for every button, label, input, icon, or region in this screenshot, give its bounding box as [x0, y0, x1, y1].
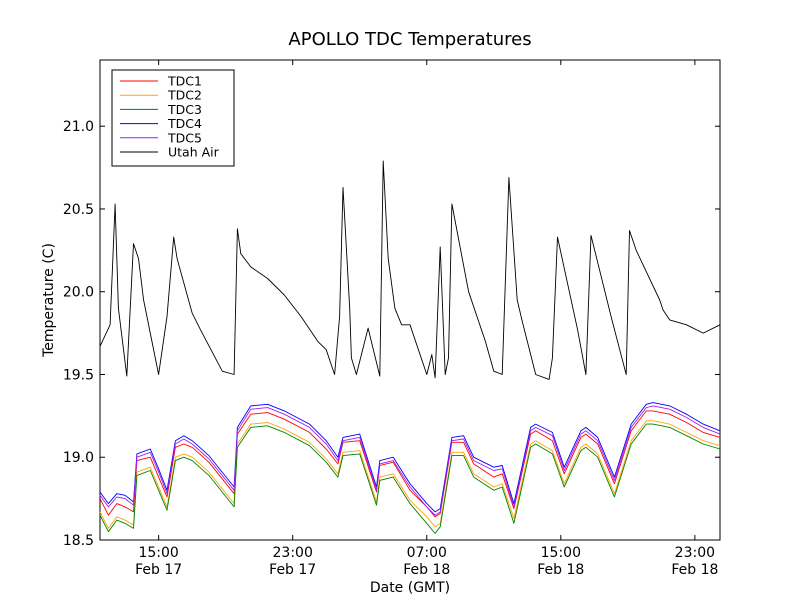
legend-label: TDC4	[167, 116, 202, 131]
x-tick-date-label: Feb 18	[403, 562, 450, 578]
plot-area	[99, 160, 721, 534]
legend-label: TDC2	[167, 88, 202, 103]
series-line-tdc4	[99, 402, 721, 513]
y-axis: 18.5 19.0 19.5 20.0 20.5 21.0	[63, 119, 720, 549]
legend-label: TDC3	[167, 102, 202, 117]
series-line-tdc2	[99, 420, 721, 529]
x-tick-time-label: 15:00	[541, 545, 581, 561]
y-tick-label: 19.5	[63, 367, 94, 383]
x-tick-date-label: Feb 17	[269, 562, 316, 578]
x-tick-time-label: 23:00	[273, 545, 313, 561]
x-tick-time-label: 23:00	[675, 545, 715, 561]
chart-title: APOLLO TDC Temperatures	[288, 29, 531, 50]
y-tick-label: 18.5	[63, 533, 94, 549]
legend-box	[111, 69, 235, 167]
series-line-tdc5	[99, 405, 721, 516]
y-tick-label: 20.0	[63, 285, 94, 301]
y-tick-label: 21.0	[63, 119, 94, 135]
x-tick-date-label: Feb 17	[135, 562, 182, 578]
x-tick-time-label: 07:00	[407, 545, 447, 561]
y-axis-label: Temperature (C)	[41, 243, 57, 358]
legend-label: Utah Air	[168, 145, 220, 160]
x-tick-date-label: Feb 18	[537, 562, 584, 578]
legend-label: TDC1	[167, 74, 202, 89]
legend-label: TDC5	[167, 130, 202, 145]
y-tick-label: 19.0	[63, 450, 94, 466]
y-tick-label: 20.5	[63, 202, 94, 218]
series-line-tdc3	[99, 423, 721, 534]
x-tick-time-label: 15:00	[138, 545, 178, 561]
x-tick-date-label: Feb 18	[671, 562, 718, 578]
series-line-tdc1	[99, 410, 721, 518]
x-axis-label: Date (GMT)	[370, 580, 450, 596]
series-line-utah-air	[99, 160, 721, 380]
